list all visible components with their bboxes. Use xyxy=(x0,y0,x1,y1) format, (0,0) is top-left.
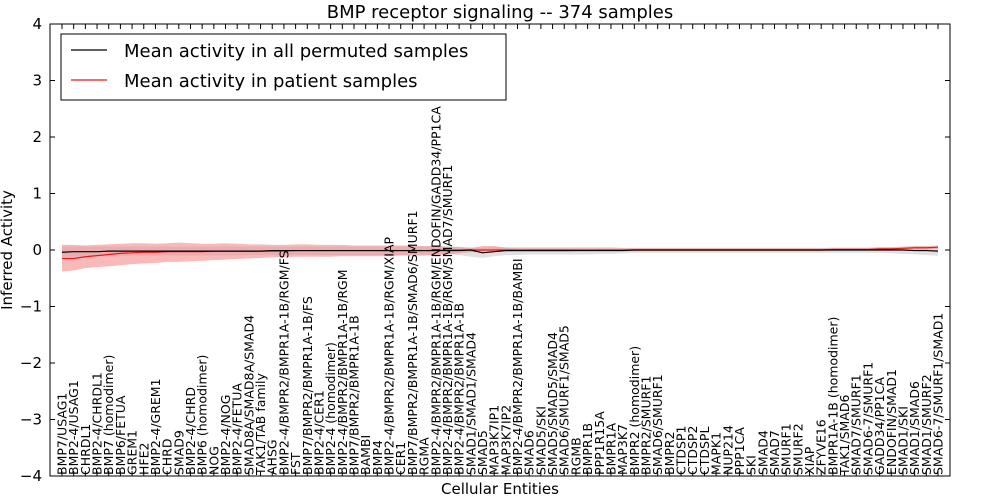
x-tick-label: SMAD6/SMURF1/SMAD5 xyxy=(557,325,572,475)
band-layer xyxy=(62,242,938,272)
x-tick-label: RGMA xyxy=(417,437,432,475)
band-patient xyxy=(62,242,938,272)
x-tick-label: ZFYVE16 xyxy=(814,419,829,475)
x-tick-label: BMPR2/SMURF1 xyxy=(639,376,654,475)
x-tick-label: SMAD5/SMAD5/SMAD4 xyxy=(545,332,560,475)
x-tick-label: BMP2-4/BMPR2/BMPR1A-1B/RGM/ENDOFIN/GADD3… xyxy=(428,106,443,475)
x-tick-label: PPP1CA xyxy=(732,427,747,475)
x-tick-label: NOG xyxy=(206,446,221,475)
x-tick-label: BMP6/FETUA xyxy=(113,395,128,475)
x-axis: BMP7/USAG1BMP2-4/USAG1CHRDL1BMP2-4/CHRDL… xyxy=(55,24,946,476)
x-tick-label: SMURF1 xyxy=(779,423,794,475)
x-tick-label: CTDSP1 xyxy=(674,426,689,475)
x-tick-label: BMP2-4/CHRD xyxy=(183,387,198,475)
x-tick-label: BMPR2 xyxy=(662,431,677,475)
x-tick-label: SMAD5 xyxy=(475,430,490,475)
y-tick-label: 2 xyxy=(32,128,42,146)
x-tick-label: SMURF2 xyxy=(790,423,805,475)
chart-title: BMP receptor signaling -- 374 samples xyxy=(327,2,674,23)
x-tick-label: SMAD6-7/SMURF1 xyxy=(860,362,875,475)
x-tick-label: TAK1/TAB family xyxy=(253,372,268,476)
x-tick-label: RGMB xyxy=(568,437,583,475)
x-tick-label: SKI xyxy=(744,455,759,475)
legend-label-patient: Mean activity in patient samples xyxy=(124,71,418,92)
x-tick-label: SMAD6-7/SMURF1/SMAD1 xyxy=(931,313,946,475)
x-tick-label: BMP2-4/USAG1 xyxy=(66,380,81,475)
x-tick-label: BMP7/USAG1 xyxy=(55,393,70,475)
x-tick-label: BMP2-4 (homodimer) xyxy=(323,342,338,475)
x-tick-label: XIAP xyxy=(802,446,817,475)
x-axis-label: Cellular Entities xyxy=(441,480,559,498)
x-tick-label: MAPK1 xyxy=(709,432,724,475)
x-tick-label: NUP214 xyxy=(720,425,735,475)
x-tick-label: BMP7/BMPR2/BMPR1A-1B/SMAD6/SMURF1 xyxy=(405,210,420,475)
y-tick-label: 1 xyxy=(32,185,42,203)
x-tick-label: BMP2-4/CHRDL1 xyxy=(90,372,105,475)
x-tick-label: SMAD7/SMURF1 xyxy=(849,374,864,475)
legend: Mean activity in all permuted samples Me… xyxy=(60,33,507,101)
x-tick-label: BMPR1A-1B (homodimer) xyxy=(825,317,840,475)
x-tick-label: BMP2-4/GREM1 xyxy=(148,378,163,475)
y-axis-label: Inferred Activity xyxy=(0,190,16,310)
x-tick-label: AHSG xyxy=(265,439,280,475)
x-tick-label: SMAD4 xyxy=(755,430,770,475)
x-tick-label: BMP2-4/NOG xyxy=(218,395,233,475)
y-tick-label: −4 xyxy=(20,467,42,485)
y-tick-label: 3 xyxy=(32,72,42,90)
x-tick-label: MAP3K7IP2 xyxy=(498,405,513,475)
x-tick-label: BMP6 (homodimer) xyxy=(195,355,210,475)
legend-box xyxy=(60,33,507,101)
y-tick-label: −3 xyxy=(20,411,42,429)
x-tick-label: SMAD6/SMURF1 xyxy=(650,374,665,475)
x-tick-label: BMPR1B xyxy=(580,423,595,475)
y-tick-label: 4 xyxy=(32,15,42,33)
x-tick-label: ENDOFIN/SMAD1 xyxy=(884,369,899,475)
x-tick-label: BMP7/BMPR2/BMPR1A-1B xyxy=(347,315,362,475)
legend-label-permuted: Mean activity in all permuted samples xyxy=(124,41,468,62)
x-tick-label: SMAD8A/SMAD8A/SMAD4 xyxy=(241,315,256,475)
x-tick-label: BMP2-4/BMPR2/BMPR1A-1B xyxy=(452,303,467,475)
x-tick-label: BMP2-4/FETUA xyxy=(230,383,245,475)
x-tick-label: BMP7/BMPR2/BMPR1A-1B/FS xyxy=(300,296,315,475)
x-tick-label: TAK1/SMAD6 xyxy=(837,395,852,476)
y-tick-label: −1 xyxy=(20,298,42,316)
x-tick-label: BMP7 (homodimer) xyxy=(101,355,116,475)
line-layer xyxy=(61,246,939,260)
x-tick-label: BMP2-4/BMPR2/BMPR1A-1B/RGM/XIAP xyxy=(382,236,397,475)
x-tick-label: CHRD xyxy=(160,439,175,475)
x-tick-label: CTDSP2 xyxy=(685,426,700,475)
x-tick-label: PPP1R15A xyxy=(592,411,607,475)
y-axis: −4 −3 −2 −1 0 1 2 3 4 xyxy=(20,15,950,485)
x-tick-label: SMAD1/SMURF2 xyxy=(919,374,934,475)
x-tick-label: BMPR1A xyxy=(603,422,618,475)
x-tick-label: MAP3K7 xyxy=(615,424,630,475)
x-tick-label: SMAD1/SMAD6 xyxy=(907,381,922,475)
y-tick-label: 0 xyxy=(32,241,42,259)
x-tick-label: CER1 xyxy=(393,442,408,475)
x-tick-label: SMAD6 xyxy=(522,430,537,475)
x-tick-label: CTDSPL xyxy=(697,427,712,475)
x-tick-label: FST xyxy=(288,452,303,475)
x-tick-label: SMAD7 xyxy=(767,430,782,475)
x-tick-label: BMP4 xyxy=(370,440,385,475)
x-tick-label: GADD34/PP1CA xyxy=(872,377,887,475)
x-tick-label: MAP3K7IP1 xyxy=(487,405,502,475)
x-tick-label: BMP2-4/BMPR2/BMPR1A-1B/RGM/FS xyxy=(276,250,291,475)
x-tick-label: BMP2-4/BMPR2/BMPR1A-1B/BAMBI xyxy=(510,258,525,475)
x-tick-label: SMAD1/SKI xyxy=(895,406,910,475)
y-tick-label: −2 xyxy=(20,354,42,372)
x-tick-label: BMP2-4/BMPR2/BMPR1A-1B/RGM xyxy=(335,270,350,476)
x-tick-label: GREM1 xyxy=(125,430,140,475)
x-tick-label: BMPR2 (homodimer) xyxy=(627,346,642,475)
x-tick-label: CHRDL1 xyxy=(78,424,93,475)
x-tick-label: BMP2-4/BMPR2/BMPR1A-1B/RGM/SMAD7/SMURF1 xyxy=(440,165,455,475)
x-tick-label: HFE2 xyxy=(136,443,151,475)
x-tick-label: SMAD9 xyxy=(171,430,186,475)
series-line-permuted xyxy=(61,249,939,254)
x-tick-label: BMP2-4/CER1 xyxy=(311,390,326,475)
x-tick-label: SMAD1/SMAD1/SMAD4 xyxy=(463,332,478,475)
x-tick-label: BAMBI xyxy=(358,435,373,475)
x-tick-label: SMAD5/SKI xyxy=(533,406,548,475)
